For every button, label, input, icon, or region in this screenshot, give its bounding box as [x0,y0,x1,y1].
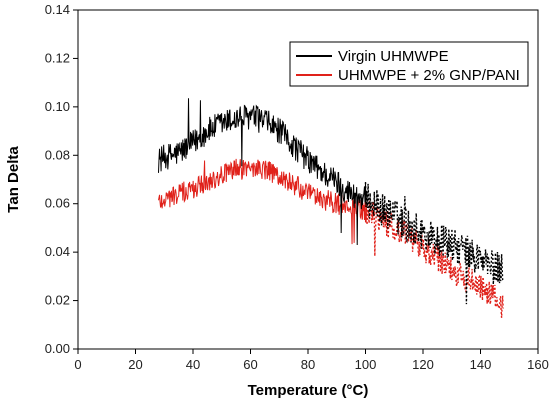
x-tick-label: 0 [74,357,81,372]
series-line-solid [158,98,368,245]
y-axis: 0.00 0.02 0.04 0.06 0.08 0.10 0.12 0.14 [45,2,78,356]
y-tick-label: 0.08 [45,147,70,162]
x-tick-label: 120 [412,357,434,372]
x-tick-label: 40 [186,357,200,372]
series-virgin [158,98,504,305]
y-tick-label: 0.00 [45,341,70,356]
y-tick-label: 0.10 [45,99,70,114]
y-axis-title: Tan Delta [5,146,22,213]
legend: Virgin UHMWPE UHMWPE + 2% GNP/PANI [289,41,529,87]
series-composite [158,158,504,318]
series-line-dotted [364,200,504,318]
y-tick-label: 0.14 [45,2,70,17]
legend-box [289,41,529,87]
y-tick-label: 0.02 [45,293,70,308]
y-tick-label: 0.12 [45,50,70,65]
x-tick-label: 20 [128,357,142,372]
legend-label-composite: UHMWPE + 2% GNP/PANI [338,67,520,84]
x-tick-label: 100 [355,357,377,372]
x-axis: 0 20 40 60 80 100 120 140 160 [74,349,549,372]
series-layer [158,98,504,318]
x-axis-title: Temperature (°C) [248,382,369,399]
x-tick-label: 80 [301,357,315,372]
legend-label-virgin: Virgin UHMWPE [338,48,449,65]
y-tick-label: 0.04 [45,244,70,259]
y-tick-label: 0.06 [45,196,70,211]
x-tick-label: 140 [470,357,492,372]
series-line-solid [158,158,368,245]
x-tick-label: 60 [243,357,257,372]
series-line-dotted [364,182,504,305]
x-tick-label: 160 [527,357,549,372]
